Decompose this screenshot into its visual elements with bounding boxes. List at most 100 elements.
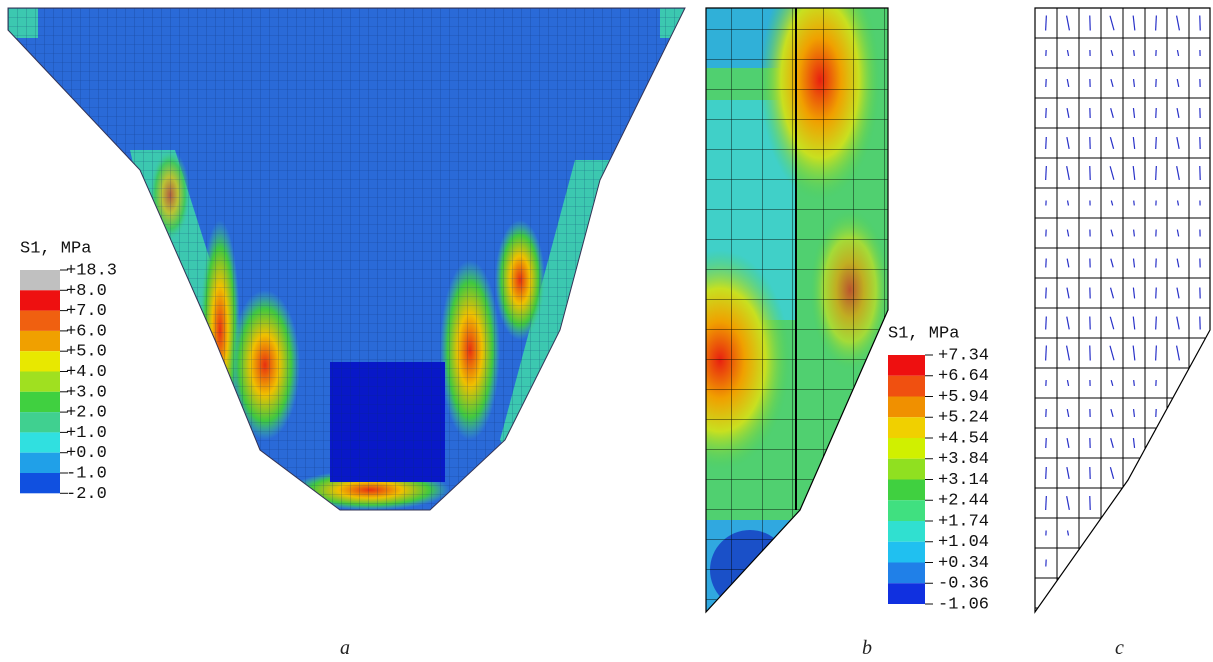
stress-vector (1133, 379, 1135, 387)
legend-swatch (888, 355, 925, 376)
stress-vector (1132, 258, 1136, 268)
stress-vector (1132, 437, 1136, 449)
legend-label: -2.0 (66, 485, 107, 504)
legend-label: +0.0 (66, 444, 107, 463)
stress-vector (1109, 15, 1115, 31)
stress-vector (1066, 49, 1070, 57)
stress-vector (1045, 466, 1047, 480)
stress-vector (1110, 229, 1114, 237)
stress-vector (1110, 438, 1114, 448)
legend-label: +5.24 (938, 409, 989, 428)
stress-vector (1132, 165, 1136, 181)
stress-vector (1132, 287, 1136, 299)
legend-label: +3.14 (938, 471, 989, 490)
stress-vector (1045, 345, 1047, 361)
stress-vector (1109, 287, 1115, 299)
outline-b (705, 7, 889, 614)
stress-vector (1109, 345, 1115, 361)
stress-vector (1176, 107, 1180, 119)
stress-vector (1132, 15, 1136, 31)
legend-label: -1.0 (66, 464, 107, 483)
legend-title: S1, MPa (888, 324, 959, 343)
legend-swatch (888, 562, 925, 584)
stress-vector (1066, 530, 1070, 536)
contour-b (706, 8, 888, 612)
legend-swatch (888, 500, 925, 521)
legend-label: +5.94 (938, 388, 989, 407)
stress-vector (1155, 345, 1157, 361)
legend-label: +1.04 (938, 533, 989, 552)
legend-label: +2.0 (66, 404, 107, 423)
outline-a (7, 7, 686, 511)
caption: b (862, 637, 872, 659)
legend-swatch (20, 371, 60, 392)
stress-vector (1065, 345, 1071, 361)
stress-vector (1110, 78, 1114, 88)
stress-vector (1133, 229, 1135, 237)
legend-title: S1, MPa (20, 239, 91, 258)
stress-vector (1066, 200, 1070, 206)
stress-vector (1110, 108, 1114, 118)
legend-label: +5.0 (66, 343, 107, 362)
legend-label: +1.0 (66, 424, 107, 443)
stress-vector (1109, 316, 1115, 330)
stress-vector (1110, 408, 1114, 418)
stress-vector (1155, 287, 1157, 299)
stress-vector (1066, 229, 1070, 237)
stress-vector (1176, 229, 1180, 237)
stress-vector (1066, 258, 1070, 268)
stress-vector (1176, 78, 1180, 88)
stress-vector (1066, 78, 1070, 88)
stress-vector (1065, 15, 1071, 31)
caption: a (340, 637, 350, 659)
legend-swatch (20, 412, 60, 433)
stress-vector (1175, 345, 1181, 361)
stress-vector (1132, 408, 1136, 418)
legend-label: -1.06 (938, 595, 989, 614)
stress-vector (1066, 107, 1070, 119)
stress-vector (1176, 258, 1180, 268)
stress-vector (1045, 136, 1047, 150)
legend-swatch (20, 432, 60, 453)
legend-label: +4.0 (66, 363, 107, 382)
legend-swatch (20, 473, 60, 494)
stress-vector (1066, 316, 1070, 330)
stress-vector (1045, 495, 1047, 511)
legend-label: +18.3 (66, 261, 117, 280)
stress-vector (1176, 49, 1180, 57)
legend-swatch (888, 438, 925, 459)
stress-vector (1132, 345, 1136, 361)
legend-label: +3.84 (938, 450, 989, 469)
legend-label: +3.0 (66, 383, 107, 402)
legend-label: +6.0 (66, 322, 107, 341)
stress-vector (1066, 287, 1070, 299)
stress-vector (1109, 137, 1115, 149)
stress-vector (1109, 467, 1115, 479)
stress-vector (1175, 15, 1181, 31)
legend-swatch (20, 452, 60, 473)
stress-vector (1176, 200, 1180, 206)
vector-plot-c (1034, 7, 1211, 614)
stress-vector (1176, 166, 1180, 180)
stress-vector (1133, 49, 1135, 57)
legend-swatch (888, 541, 925, 563)
stress-vector (1132, 78, 1136, 88)
legend-swatch (20, 310, 60, 331)
legend-swatch (20, 351, 60, 372)
stress-vector (1110, 49, 1114, 57)
stress-vector (1155, 316, 1157, 330)
legend-swatch (888, 583, 925, 604)
legend-swatch (888, 458, 925, 480)
stress-vector (1110, 258, 1114, 268)
stress-vector (1066, 166, 1070, 180)
stress-vector (1155, 165, 1157, 181)
legend-swatch (20, 330, 60, 352)
stress-vector (1066, 466, 1070, 480)
stress-vector (1133, 200, 1135, 206)
stress-vector (1066, 408, 1070, 418)
legend-swatch (888, 375, 925, 397)
caption: c (1115, 637, 1124, 659)
stress-vector (1132, 136, 1136, 150)
legend-label: +0.34 (938, 554, 989, 573)
